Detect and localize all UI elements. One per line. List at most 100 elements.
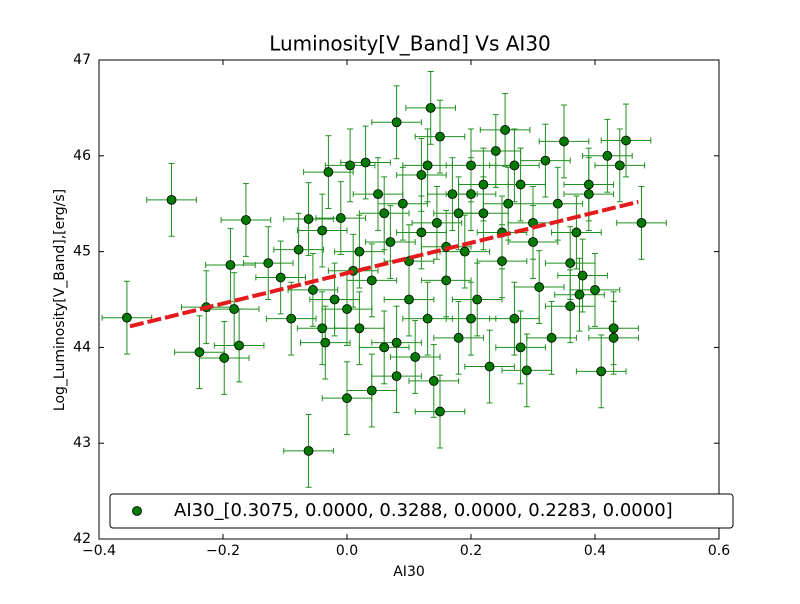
point (391, 371, 402, 382)
point (241, 215, 251, 225)
point (608, 323, 619, 334)
point (559, 136, 569, 147)
point (552, 198, 563, 209)
point (509, 160, 520, 171)
point (441, 275, 452, 286)
point (500, 125, 511, 135)
x-tick-label: −0.2 (206, 543, 240, 559)
point (391, 117, 402, 128)
point (565, 258, 576, 268)
point (320, 337, 331, 348)
point (379, 342, 390, 353)
point (583, 189, 594, 200)
point (354, 323, 365, 334)
point (404, 294, 414, 305)
x-tick-label: −0.4 (82, 543, 116, 559)
point (515, 342, 526, 353)
point (608, 332, 619, 343)
point (342, 393, 352, 404)
point (472, 294, 483, 305)
point (122, 312, 132, 323)
point (574, 289, 585, 300)
point (373, 189, 383, 200)
x-tick-label: 0.0 (336, 543, 358, 559)
point (397, 198, 408, 209)
point (596, 366, 607, 377)
point (422, 160, 433, 171)
point (293, 244, 304, 255)
point (335, 213, 346, 223)
point (509, 313, 520, 324)
point (219, 353, 230, 363)
point (416, 227, 427, 238)
legend-box (109, 493, 734, 529)
point (345, 160, 356, 171)
point (515, 179, 526, 190)
point (360, 157, 371, 168)
point (466, 313, 476, 324)
point (583, 179, 594, 190)
point (636, 217, 647, 228)
point (565, 301, 576, 312)
point (435, 406, 445, 417)
point (366, 275, 377, 286)
point (577, 270, 588, 281)
x-tick-label: 0.2 (460, 543, 482, 559)
point (453, 208, 464, 219)
point (234, 340, 245, 351)
x-axis-label: AI30 (393, 564, 425, 580)
point (466, 160, 476, 171)
y-tick-label: 43 (73, 435, 91, 451)
point (342, 304, 352, 314)
point (323, 167, 334, 177)
point (478, 208, 489, 219)
point (528, 237, 538, 247)
point (307, 285, 318, 295)
point (478, 179, 489, 190)
point (385, 237, 396, 247)
point (484, 361, 495, 372)
y-tick-label: 45 (73, 244, 91, 260)
plot-frame (98, 59, 720, 540)
y-tick-label: 46 (73, 148, 91, 164)
point (540, 155, 551, 166)
point (534, 282, 545, 292)
x-tick-label: 0.4 (584, 543, 606, 559)
point (466, 189, 476, 200)
legend-marker (132, 506, 142, 516)
y-tick-label: 44 (73, 339, 91, 355)
y-tick-label: 47 (73, 52, 91, 68)
point (263, 258, 274, 268)
point (447, 189, 458, 200)
point (459, 246, 470, 257)
point (435, 131, 445, 142)
point (329, 294, 340, 305)
point (503, 198, 514, 209)
point (425, 103, 436, 113)
point (431, 217, 442, 228)
point (590, 285, 600, 295)
fit-line (129, 199, 639, 329)
point (275, 272, 286, 283)
point (416, 170, 427, 180)
point (166, 194, 177, 205)
point (490, 146, 501, 156)
y-axis-label: Log_Luminosity[V_Band],[erg/s] (52, 189, 68, 411)
point (354, 246, 365, 257)
point (621, 135, 631, 146)
point (229, 304, 240, 314)
point (602, 150, 613, 161)
point (391, 337, 402, 348)
x-tick-label: 0.6 (708, 543, 730, 559)
point (410, 352, 421, 362)
point (225, 260, 236, 270)
point (303, 214, 314, 224)
point (453, 332, 464, 343)
point (194, 347, 205, 358)
legend-label: AI30_[0.3075, 0.0000, 0.3288, 0.0000, 0.… (174, 500, 673, 521)
point (428, 376, 439, 386)
point (422, 313, 433, 324)
point (286, 313, 297, 324)
point (497, 256, 507, 267)
